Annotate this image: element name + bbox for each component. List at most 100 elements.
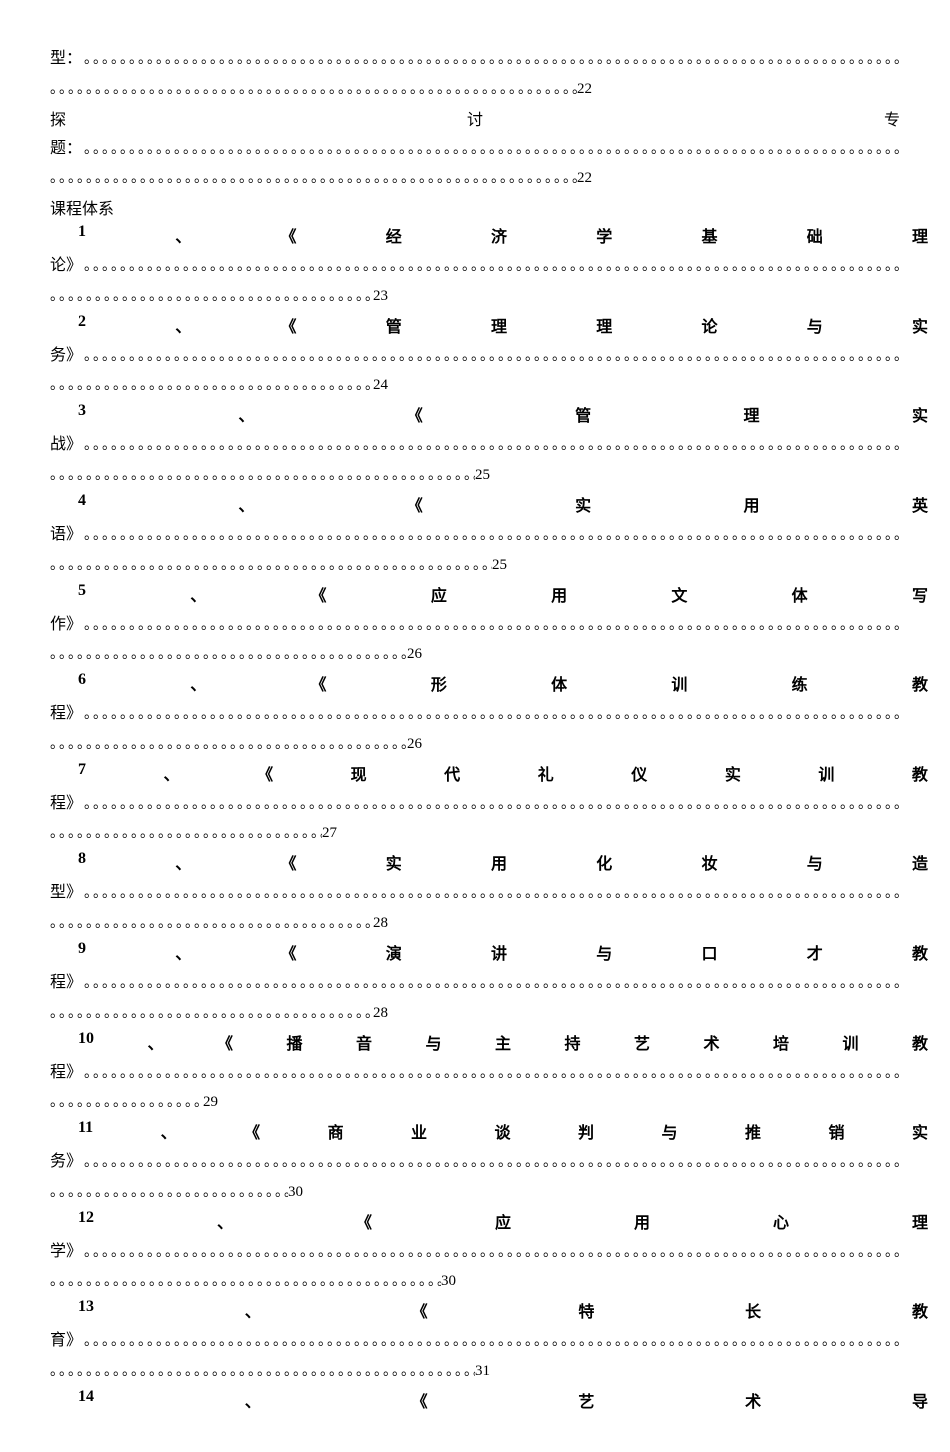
title-char: 、 bbox=[217, 1209, 233, 1233]
course-title-row: 2、《管理理论与实 bbox=[50, 313, 928, 337]
leader-dots bbox=[82, 1152, 900, 1174]
title-char: 2 bbox=[78, 313, 86, 337]
entry-tail: 程》 bbox=[50, 791, 82, 817]
spread-title: 探讨专 bbox=[50, 106, 900, 130]
title-char: 体 bbox=[551, 671, 567, 695]
title-char: 文 bbox=[671, 582, 687, 606]
title-char: 实 bbox=[912, 313, 928, 337]
toc-entry: 育》 bbox=[50, 1328, 900, 1354]
toc-entry: 程》 bbox=[50, 1060, 900, 1086]
title-char: 3 bbox=[78, 402, 86, 426]
title-char: 训 bbox=[842, 1030, 858, 1054]
title-char: 体 bbox=[792, 582, 808, 606]
entry-tail: 语》 bbox=[50, 522, 82, 548]
title-char: 、 bbox=[245, 1298, 261, 1322]
title-char: 教 bbox=[912, 671, 928, 695]
leader-dots bbox=[82, 435, 900, 457]
title-char: 《 bbox=[280, 313, 296, 337]
leader-dots bbox=[50, 374, 373, 394]
dots-row: 26 bbox=[50, 643, 900, 663]
title-char: 12 bbox=[78, 1209, 94, 1233]
toc-entry: 学》 bbox=[50, 1239, 900, 1265]
title-char: 9 bbox=[78, 940, 86, 964]
title-char: 础 bbox=[807, 223, 823, 247]
title-char: 专 bbox=[884, 106, 900, 130]
title-char: 《 bbox=[217, 1030, 233, 1054]
title-char: 培 bbox=[773, 1030, 789, 1054]
title-char: 仪 bbox=[631, 761, 647, 785]
page-number: 27 bbox=[322, 825, 337, 842]
title-char: 现 bbox=[351, 761, 367, 785]
title-char: 心 bbox=[773, 1209, 789, 1233]
dots-row: 25 bbox=[50, 554, 900, 574]
dots-row: 27 bbox=[50, 822, 900, 842]
course-title-row: 4、《实用英 bbox=[50, 492, 928, 516]
toc-entry: 题： bbox=[50, 136, 900, 162]
title-char: 13 bbox=[78, 1298, 94, 1322]
leader-dots bbox=[82, 794, 900, 816]
dots-row: 28 bbox=[50, 912, 900, 932]
title-char: 5 bbox=[78, 582, 86, 606]
toc-entry: 型： bbox=[50, 46, 900, 72]
dots-row: 29 bbox=[50, 1091, 900, 1111]
title-char: 主 bbox=[495, 1030, 511, 1054]
entry-tail: 程》 bbox=[50, 1060, 82, 1086]
title-char: 、 bbox=[238, 402, 254, 426]
title-char: 造 bbox=[912, 850, 928, 874]
title-char: 、 bbox=[190, 671, 206, 695]
title-char: 销 bbox=[828, 1119, 844, 1143]
title-char: 、 bbox=[161, 1119, 177, 1143]
title-char: 业 bbox=[411, 1119, 427, 1143]
title-char: 《 bbox=[311, 671, 327, 695]
title-char: 11 bbox=[78, 1119, 93, 1143]
title-char: 术 bbox=[745, 1388, 761, 1412]
title-char: 实 bbox=[386, 850, 402, 874]
course-title-row: 12、《应用心理 bbox=[50, 1209, 928, 1233]
page-number: 30 bbox=[288, 1184, 303, 1201]
title-char: 实 bbox=[912, 402, 928, 426]
title-char: 商 bbox=[328, 1119, 344, 1143]
title-char: 4 bbox=[78, 492, 86, 516]
title-char: 《 bbox=[257, 761, 273, 785]
title-char: 代 bbox=[444, 761, 460, 785]
title-char: 推 bbox=[745, 1119, 761, 1143]
section-heading: 课程体系 bbox=[50, 195, 900, 219]
title-char: 14 bbox=[78, 1388, 94, 1412]
page-number: 24 bbox=[373, 377, 388, 394]
toc-entry: 型》 bbox=[50, 880, 900, 906]
title-char: 用 bbox=[634, 1209, 650, 1233]
title-char: 《 bbox=[311, 582, 327, 606]
title-char: 讨 bbox=[467, 106, 483, 130]
title-char: 与 bbox=[425, 1030, 441, 1054]
title-char: 基 bbox=[701, 223, 717, 247]
leader-dots bbox=[50, 285, 373, 305]
title-char: 教 bbox=[912, 1030, 928, 1054]
leader-dots bbox=[82, 256, 900, 278]
leader-dots bbox=[82, 704, 900, 726]
title-char: 实 bbox=[575, 492, 591, 516]
document-page: 型： 22探讨专题： 22课程体系1、《经济学基础理论》 232、《管理理论与实… bbox=[50, 46, 900, 1412]
title-char: 《 bbox=[280, 223, 296, 247]
course-title-row: 14、《艺术导 bbox=[50, 1388, 928, 1412]
leader-dots bbox=[50, 554, 492, 574]
title-char: 教 bbox=[912, 940, 928, 964]
title-char: 教 bbox=[912, 761, 928, 785]
entry-title: 型： bbox=[50, 46, 82, 72]
title-char: 《 bbox=[356, 1209, 372, 1233]
title-char: 《 bbox=[280, 850, 296, 874]
toc-entry: 程》 bbox=[50, 701, 900, 727]
title-char: 1 bbox=[78, 223, 86, 247]
page-number: 22 bbox=[577, 81, 592, 98]
dots-row: 22 bbox=[50, 167, 900, 187]
title-char: 《 bbox=[412, 1388, 428, 1412]
leader-dots bbox=[82, 49, 900, 71]
title-char: 练 bbox=[792, 671, 808, 695]
page-number: 28 bbox=[373, 1005, 388, 1022]
toc-entry: 作》 bbox=[50, 612, 900, 638]
page-number: 23 bbox=[373, 288, 388, 305]
title-char: 济 bbox=[491, 223, 507, 247]
title-char: 化 bbox=[596, 850, 612, 874]
title-char: 艺 bbox=[634, 1030, 650, 1054]
title-char: 讲 bbox=[491, 940, 507, 964]
title-char: 理 bbox=[912, 1209, 928, 1233]
